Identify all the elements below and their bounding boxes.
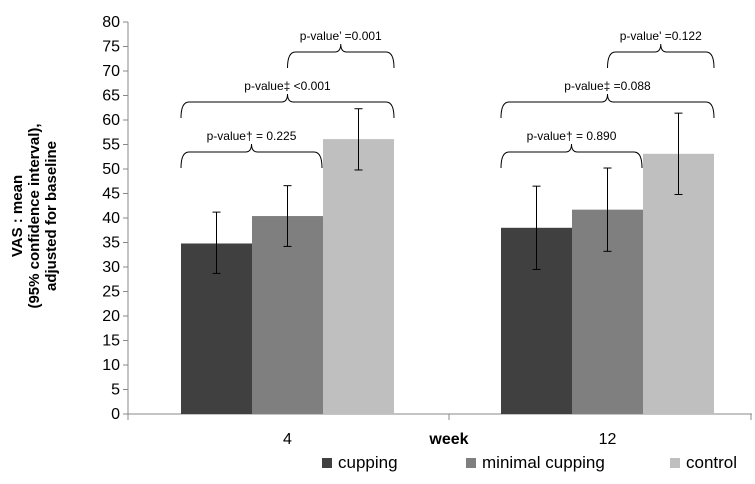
y-tick-label: 70 <box>102 63 120 80</box>
significance-brace <box>180 143 323 169</box>
p-value-label: p-value’ =0.001 <box>300 29 382 43</box>
significance-brace <box>180 93 395 119</box>
x-tick-label: 4 <box>283 431 292 448</box>
p-value-label: p-value' =0.122 <box>620 29 702 43</box>
y-axis-title-line: (95% confidence interval), <box>26 123 43 308</box>
y-axis-title-line: VAS : mean <box>9 175 26 257</box>
y-tick-label: 20 <box>102 308 120 325</box>
y-tick-label: 10 <box>102 357 120 374</box>
legend-label: cupping <box>338 453 398 472</box>
y-tick-label: 75 <box>102 39 120 56</box>
bar-control-week-12 <box>643 153 714 414</box>
legend-swatch-minimal-cupping <box>466 458 476 468</box>
p-value-label: p-value† = 0.890 <box>527 129 617 143</box>
y-tick-label: 30 <box>102 259 120 276</box>
y-tick-label: 60 <box>102 112 120 129</box>
y-tick-label: 45 <box>102 186 120 203</box>
y-axis-title-line: adjusted for baseline <box>43 141 60 291</box>
legend-swatch-control <box>670 458 680 468</box>
x-tick-label: 12 <box>599 431 617 448</box>
y-tick-label: 40 <box>102 210 120 227</box>
x-axis-title: week <box>428 431 468 448</box>
legend-swatch-cupping <box>322 458 332 468</box>
p-value-label: p-value‡ <0.001 <box>244 79 331 93</box>
legend-label: minimal cupping <box>482 453 605 472</box>
y-tick-label: 50 <box>102 161 120 178</box>
y-tick-label: 55 <box>102 137 120 154</box>
y-tick-label: 5 <box>111 382 120 399</box>
significance-brace <box>500 93 715 119</box>
y-tick-label: 25 <box>102 284 120 301</box>
legend-label: control <box>686 453 737 472</box>
significance-brace <box>607 43 715 69</box>
significance-brace <box>287 43 395 69</box>
y-tick-label: 0 <box>111 406 120 423</box>
y-tick-label: 35 <box>102 235 120 252</box>
bar-control-week-4 <box>323 139 394 415</box>
y-tick-label: 65 <box>102 88 120 105</box>
y-tick-label: 15 <box>102 333 120 350</box>
y-tick-label: 80 <box>102 14 120 31</box>
p-value-label: p-value‡ =0.088 <box>564 79 651 93</box>
significance-brace <box>500 143 643 169</box>
bar-minimal-cupping-week-4 <box>252 216 323 414</box>
p-value-label: p-value† = 0.225 <box>207 129 297 143</box>
